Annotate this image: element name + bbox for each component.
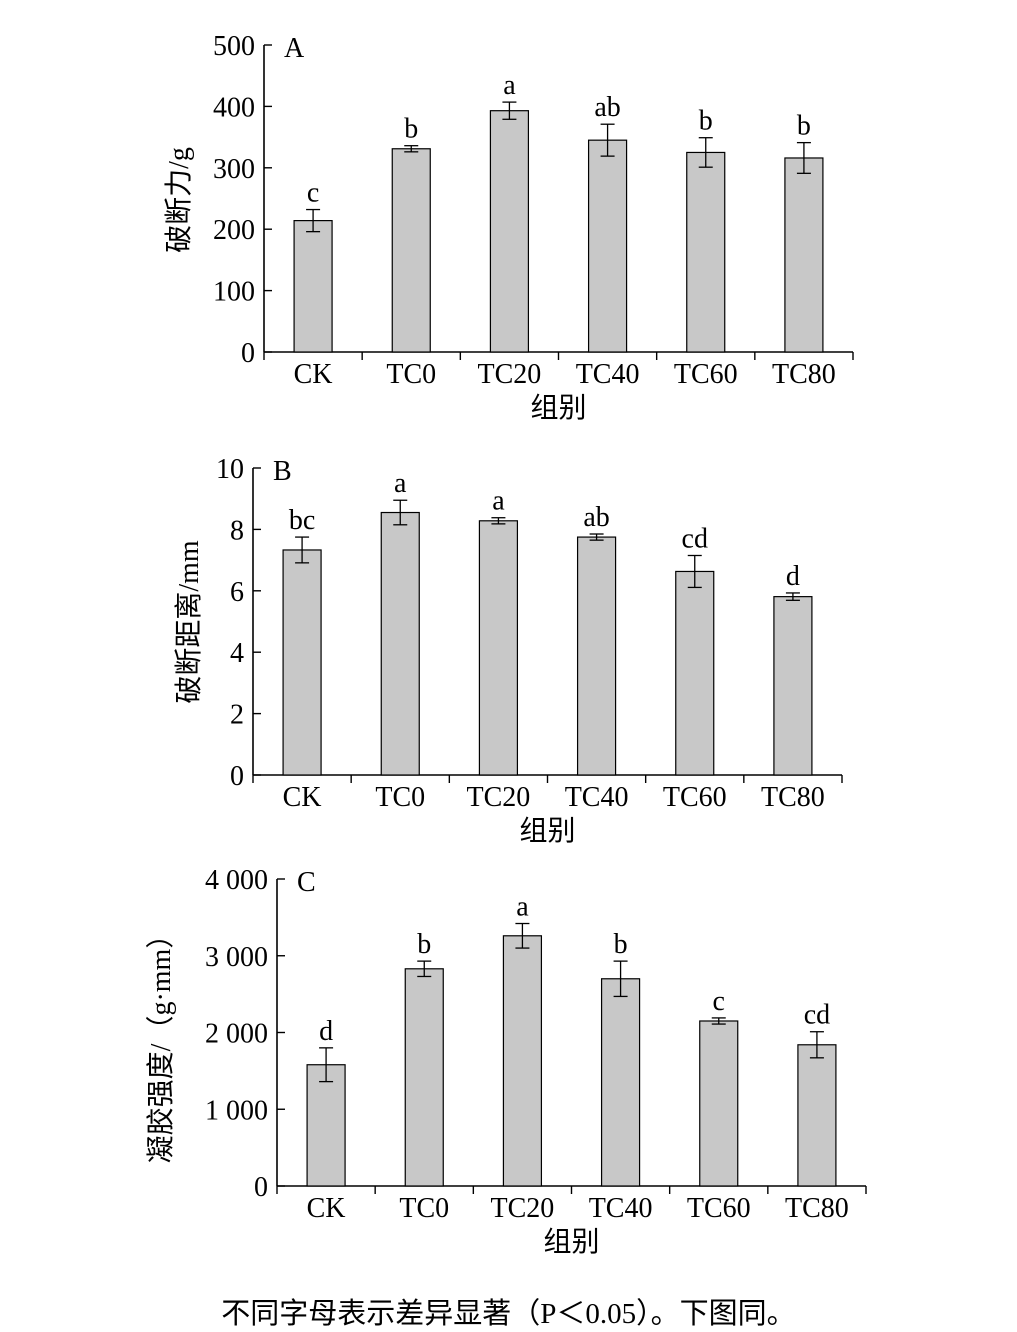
y-tick-label: 10 [216, 454, 244, 485]
x-tick-label: TC60 [687, 1193, 751, 1224]
x-tick-label: TC0 [399, 1193, 449, 1224]
x-tick-label: TC80 [761, 782, 825, 813]
x-tick-label: CK [283, 782, 322, 813]
panel-label: A [284, 33, 305, 64]
x-axis-title: 组别 [519, 815, 575, 847]
significance-letter: a [503, 70, 516, 101]
significance-letter: a [394, 468, 407, 499]
bar-tc60 [686, 151, 726, 353]
panel-b: 0 2 4 6 8 10 Bbc CK a TC0 a TC20 ab TC40 cd TC60 d TC80 组别… [173, 454, 843, 847]
bar-ck [293, 220, 333, 353]
y-tick-label: 2 000 [205, 1019, 268, 1050]
x-tick-label: TC60 [674, 359, 738, 390]
bar-tc60 [699, 1020, 739, 1187]
significance-letter: c [307, 178, 319, 209]
x-tick-label: TC80 [785, 1193, 849, 1224]
y-tick-label: 300 [213, 154, 255, 185]
x-tick-label: TC0 [386, 359, 436, 390]
y-axis-title: 破断距离/mm [173, 540, 205, 704]
y-tick-label: 8 [230, 515, 244, 546]
y-tick-label: 0 [254, 1172, 268, 1203]
x-tick-label: TC0 [375, 782, 425, 813]
x-tick-label: TC60 [663, 782, 727, 813]
y-axis-title: 凝胶强度/（g·mm） [145, 921, 177, 1164]
panel-label: B [273, 456, 292, 487]
x-tick-label: TC40 [589, 1193, 653, 1224]
y-tick-label: 200 [213, 215, 255, 246]
bar-tc20 [478, 520, 519, 776]
panel-c: 0 1 000 2 000 3 000 4 000 Cd CK b TC0 a TC20 b TC40 c… [145, 865, 867, 1258]
x-tick-label: TC40 [565, 782, 629, 813]
significance-letter: a [516, 892, 529, 923]
x-tick-label: TC20 [478, 359, 542, 390]
bar-tc80 [784, 157, 824, 353]
y-tick-label: 400 [213, 92, 255, 123]
x-tick-label: TC20 [491, 1193, 555, 1224]
significance-letter: bc [289, 505, 315, 536]
bar-tc80 [797, 1044, 837, 1187]
y-axis-title: 破断力/g [163, 147, 195, 253]
x-axis-title: 组别 [543, 1226, 599, 1258]
y-tick-label: 2 [230, 700, 244, 731]
bar-tc0 [404, 968, 444, 1187]
y-tick-label: 4 [230, 638, 244, 669]
bar-tc40 [587, 139, 628, 353]
significance-letter: ab [594, 92, 620, 123]
y-tick-label: 1 000 [205, 1095, 268, 1126]
bar-tc0 [391, 148, 431, 353]
x-tick-label: TC20 [467, 782, 531, 813]
significance-letter: cd [682, 523, 708, 554]
y-tick-label: 6 [230, 577, 244, 608]
significance-letter: d [319, 1016, 333, 1047]
significance-letter: b [404, 114, 418, 145]
y-tick-label: 3 000 [205, 942, 268, 973]
bar-tc0 [380, 511, 420, 776]
y-tick-label: 0 [241, 338, 255, 369]
bar-tc80 [773, 596, 813, 776]
figure-footnote: 不同字母表示差异显著（P＜0.05）。下图同。 [221, 1298, 796, 1330]
significance-letter: cd [804, 1000, 830, 1031]
x-tick-label: CK [294, 359, 333, 390]
y-tick-label: 0 [230, 761, 244, 792]
panel-a: 0 100 200 300 400 500 Ac CK b TC0 a TC20 ab TC40 b TC60… [163, 31, 854, 424]
significance-letter: c [713, 986, 725, 1017]
significance-letter: b [797, 111, 811, 142]
significance-letter: a [492, 486, 505, 517]
panel-label: C [297, 867, 316, 898]
bar-tc40 [600, 978, 641, 1187]
bar-tc20 [489, 110, 530, 353]
significance-letter: d [786, 561, 800, 592]
x-tick-label: TC40 [576, 359, 640, 390]
y-tick-label: 4 000 [205, 865, 268, 896]
significance-letter: b [699, 106, 713, 137]
bar-tc60 [675, 570, 715, 776]
x-tick-label: TC80 [772, 359, 836, 390]
x-axis-title: 组别 [530, 392, 586, 424]
significance-letter: b [614, 929, 628, 960]
significance-letter: ab [583, 502, 609, 533]
bar-tc20 [502, 935, 543, 1187]
y-tick-label: 100 [213, 277, 255, 308]
bar-ck [306, 1064, 346, 1187]
y-tick-label: 500 [213, 31, 255, 62]
significance-letter: b [417, 929, 431, 960]
bar-tc40 [576, 536, 617, 776]
x-tick-label: CK [307, 1193, 346, 1224]
bar-ck [282, 549, 322, 776]
